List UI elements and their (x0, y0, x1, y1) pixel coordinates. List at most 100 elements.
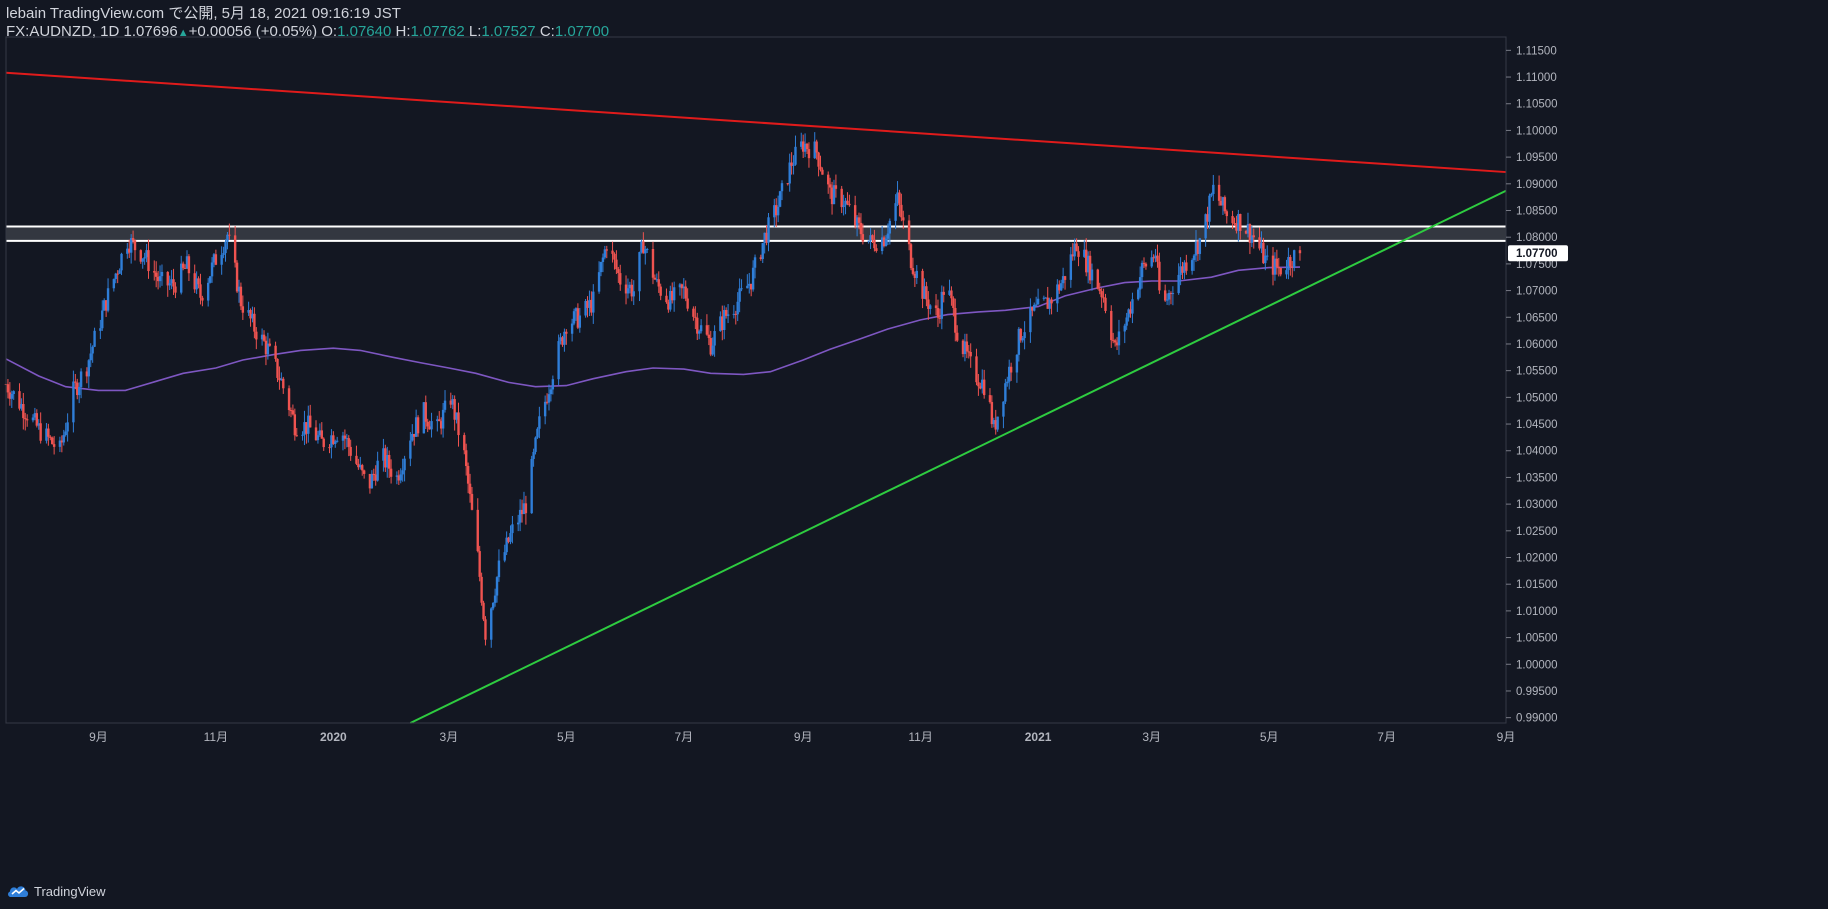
y-tick-label: 1.08500 (1516, 206, 1558, 218)
candle-body (694, 316, 697, 318)
candle-body (120, 253, 123, 271)
candle-body (613, 253, 616, 260)
footer-brand[interactable]: TradingView (34, 883, 106, 899)
candle-body (495, 577, 499, 596)
candle-body (800, 141, 803, 147)
candle-body (37, 423, 40, 426)
candle-body (1219, 200, 1223, 206)
candle-body (1233, 223, 1236, 225)
candle-body (25, 419, 29, 421)
candle-body (253, 313, 256, 332)
candle-body (699, 325, 703, 332)
candle-body (1098, 288, 1101, 292)
candle-body (233, 235, 237, 263)
candle-body (133, 240, 137, 251)
trendlines[interactable] (5, 71, 1507, 724)
candle-body (291, 410, 295, 415)
candle-body (817, 152, 820, 167)
candle-body (1021, 338, 1024, 341)
candle-body (220, 254, 223, 265)
candle-body (76, 382, 79, 396)
symbol-label[interactable]: FX:AUDNZD, 1D (6, 23, 120, 40)
candle-body (1061, 276, 1065, 284)
candle-body (1034, 304, 1038, 306)
x-tick-label: 5月 (557, 730, 576, 744)
candle-body (549, 389, 553, 395)
candle-body (844, 200, 847, 206)
y-tick-label: 1.10000 (1516, 125, 1558, 137)
candle-body (848, 203, 851, 206)
candle-body (923, 286, 926, 299)
candle-body (318, 430, 322, 436)
candle-body (1071, 254, 1074, 257)
y-tick-label: 1.11500 (1516, 45, 1557, 57)
candle-body (51, 437, 54, 445)
candle-body (399, 474, 402, 481)
candle-body (1056, 284, 1059, 304)
candle-body (545, 401, 549, 403)
candle-body (328, 447, 331, 449)
candle-body (1181, 266, 1184, 273)
candle-body (846, 200, 849, 204)
candle-body (362, 470, 366, 474)
candle-body (563, 331, 566, 345)
candle-body (842, 205, 845, 208)
candle-body (684, 286, 687, 299)
candle-body (355, 455, 358, 464)
candle-body (93, 330, 96, 347)
candle-body (307, 415, 310, 434)
candle-body (813, 141, 816, 159)
candle-body (873, 239, 876, 249)
candle-body (1127, 309, 1130, 318)
candle-body (821, 169, 824, 175)
tradingview-cloud-logo-icon[interactable] (6, 883, 30, 899)
price-axis[interactable]: 1.11500 1.11000 1.10500 1.10000 1.09500 1.090… (1506, 45, 1568, 725)
price-change: +0.00056 (+0.05%) (188, 23, 318, 40)
candle-body (1252, 235, 1255, 238)
candle-body (642, 241, 645, 254)
candle-body (451, 399, 454, 405)
y-tick-label: 1.05500 (1516, 366, 1558, 378)
resistance-zone[interactable] (6, 225, 1506, 242)
y-tick-label: 1.02500 (1516, 526, 1558, 538)
candle-body (530, 458, 533, 514)
candle-body (374, 474, 377, 481)
y-tick-label: 1.08000 (1516, 232, 1558, 244)
candle-body (543, 401, 547, 417)
candle-body (359, 465, 362, 468)
candle-body (672, 287, 676, 301)
publish-text: lebain TradingView.com で公開, 5月 18, 2021 … (6, 5, 401, 22)
candle-body (77, 386, 81, 396)
candle-body (183, 267, 187, 269)
time-axis[interactable]: 9月 11月 2020 3月 5月 7月 9月 11月 2021 3月 5月 7月 9月 (89, 730, 1515, 744)
candle-body (655, 279, 659, 281)
candle-body (805, 143, 809, 150)
candle-body (1050, 299, 1053, 304)
moving-average[interactable] (5, 266, 1301, 392)
y-tick-label: 1.04500 (1516, 419, 1558, 431)
candle-body (332, 435, 335, 444)
candle-body (1250, 235, 1254, 243)
candle-body (592, 291, 595, 313)
candle-body (707, 334, 711, 339)
candle-body (185, 256, 189, 269)
candle-body (559, 337, 562, 342)
candle-body (834, 185, 838, 189)
candle-body (794, 146, 797, 165)
candle-body (266, 343, 270, 355)
candle-body (776, 206, 780, 216)
candle-body (551, 379, 555, 390)
candle-body (156, 276, 160, 282)
candle-body (416, 417, 420, 434)
candle-body (1123, 325, 1126, 332)
candle-body (900, 204, 903, 218)
candle-body (476, 509, 479, 552)
candle-body (682, 286, 685, 289)
x-tick-label: 5月 (1260, 730, 1279, 744)
candle-body (1113, 340, 1117, 343)
y-tick-label: 1.04000 (1516, 446, 1558, 458)
candle-body (389, 468, 393, 477)
candle-body (397, 475, 401, 481)
candle-body (453, 399, 456, 420)
